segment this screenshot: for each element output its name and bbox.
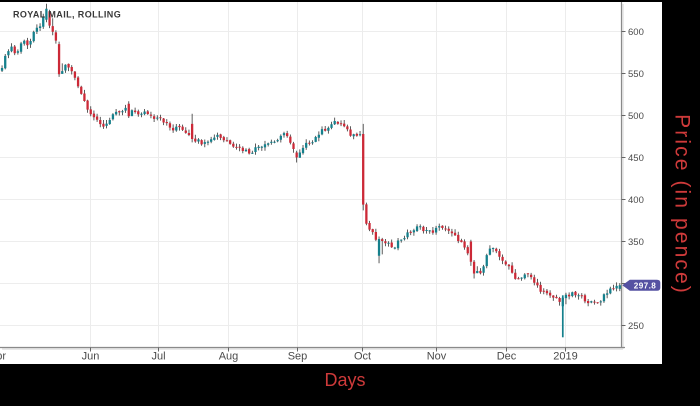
svg-text:350: 350 xyxy=(628,237,644,248)
svg-text:Dec: Dec xyxy=(497,351,517,363)
svg-text:400: 400 xyxy=(628,195,644,206)
svg-text:Price (in pence): Price (in pence) xyxy=(671,114,694,295)
svg-text:500: 500 xyxy=(628,111,644,122)
svg-text:550: 550 xyxy=(628,69,644,80)
svg-text:ROYAL MAIL, ROLLING: ROYAL MAIL, ROLLING xyxy=(13,10,121,20)
svg-text:Oct: Oct xyxy=(354,351,371,363)
svg-text:450: 450 xyxy=(628,153,644,164)
svg-text:Sep: Sep xyxy=(288,351,308,363)
svg-text:Nov: Nov xyxy=(427,351,447,363)
svg-text:297.8: 297.8 xyxy=(634,281,657,290)
svg-text:Apr: Apr xyxy=(0,351,6,363)
svg-text:250: 250 xyxy=(628,321,644,332)
svg-text:Jun: Jun xyxy=(82,351,100,363)
svg-text:2019: 2019 xyxy=(553,351,577,363)
svg-text:600: 600 xyxy=(628,27,644,38)
svg-text:Jul: Jul xyxy=(151,351,165,363)
svg-text:Days: Days xyxy=(324,370,365,390)
svg-text:Aug: Aug xyxy=(219,351,239,363)
